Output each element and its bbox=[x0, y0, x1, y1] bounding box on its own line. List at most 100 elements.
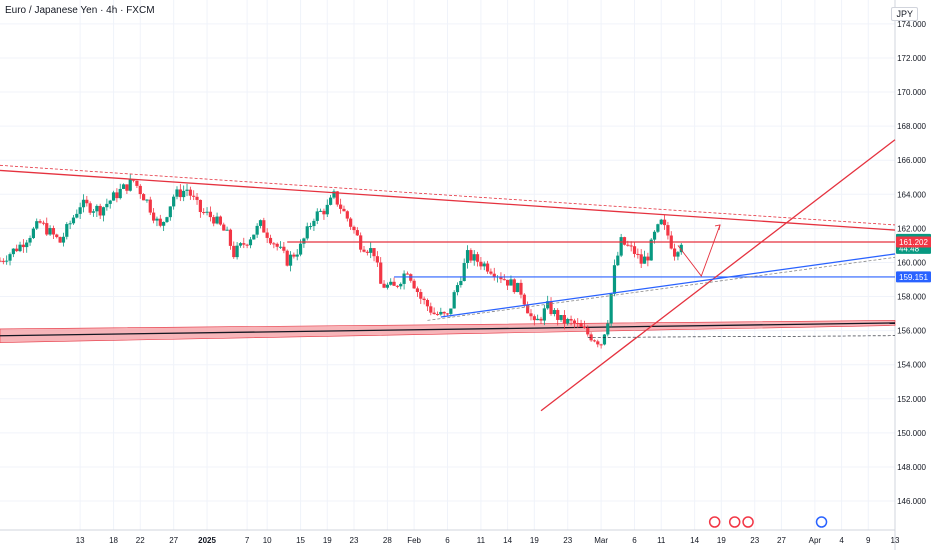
candle-body bbox=[522, 294, 526, 305]
candle-body bbox=[202, 212, 206, 214]
candle-body bbox=[362, 249, 366, 252]
candle-body bbox=[442, 311, 446, 314]
candle-body bbox=[252, 234, 256, 240]
candle-body bbox=[75, 213, 79, 218]
candle-body bbox=[619, 237, 623, 256]
candle-body bbox=[182, 190, 186, 198]
price-badge-label: 159.151 bbox=[899, 273, 928, 282]
candle-body bbox=[459, 280, 463, 286]
candle-body bbox=[566, 318, 570, 324]
y-tick-label: 154.000 bbox=[897, 361, 926, 370]
candle-body bbox=[5, 260, 9, 262]
candle-body bbox=[462, 263, 466, 281]
candle-body bbox=[165, 217, 169, 222]
descending-resistance-dashed bbox=[0, 164, 896, 226]
y-tick-label: 160.000 bbox=[897, 258, 926, 267]
candle-body bbox=[599, 344, 603, 346]
ascending-steep bbox=[540, 139, 896, 412]
candle-body bbox=[195, 196, 199, 200]
candle-body bbox=[121, 184, 126, 189]
candle-body bbox=[475, 254, 480, 262]
x-tick-label: 6 bbox=[445, 536, 450, 545]
candle-body bbox=[11, 248, 15, 255]
candle-body bbox=[275, 243, 279, 247]
candle-body bbox=[218, 216, 223, 225]
candle-body bbox=[342, 208, 346, 212]
x-tick-label: 14 bbox=[503, 536, 512, 545]
candle-body bbox=[65, 224, 69, 237]
candle-body bbox=[302, 238, 306, 244]
candle-body bbox=[55, 234, 59, 238]
y-tick-label: 174.000 bbox=[897, 20, 926, 29]
y-tick-label: 164.000 bbox=[897, 190, 926, 199]
candle-body bbox=[379, 262, 383, 284]
candle-body bbox=[415, 288, 420, 293]
candle-body bbox=[652, 231, 657, 240]
x-tick-label: 27 bbox=[777, 536, 786, 545]
candle-body bbox=[28, 238, 32, 243]
event-marker-icon bbox=[708, 516, 721, 528]
candle-body bbox=[472, 254, 476, 261]
candle-body bbox=[499, 276, 503, 280]
candle-body bbox=[539, 318, 543, 321]
candle-body bbox=[602, 334, 607, 345]
candle-body bbox=[516, 282, 520, 293]
candle-body bbox=[419, 292, 423, 299]
candle-body bbox=[308, 226, 313, 228]
x-tick-label: 7 bbox=[245, 536, 250, 545]
support-zone-dashed bbox=[587, 335, 896, 338]
y-tick-label: 146.000 bbox=[897, 497, 926, 506]
candle-body bbox=[639, 254, 643, 264]
x-tick-label: 23 bbox=[563, 536, 572, 545]
candle-body bbox=[235, 245, 239, 258]
candle-body bbox=[432, 312, 436, 315]
x-tick-label: 2025 bbox=[198, 536, 216, 545]
candle-body bbox=[15, 248, 19, 252]
x-tick-label: 13 bbox=[76, 536, 85, 545]
y-tick-label: 166.000 bbox=[897, 156, 926, 165]
candle-body bbox=[349, 218, 353, 227]
candle-body bbox=[425, 300, 430, 307]
y-tick-label: 148.000 bbox=[897, 463, 926, 472]
candle-body bbox=[649, 239, 653, 261]
candle-body bbox=[485, 263, 490, 272]
candle-body bbox=[395, 285, 400, 287]
ascending-blue bbox=[440, 253, 896, 318]
candle-body bbox=[382, 283, 386, 288]
candle-body bbox=[596, 341, 600, 345]
candle-body bbox=[352, 226, 356, 231]
candle-body bbox=[506, 279, 510, 286]
candle-body bbox=[556, 310, 560, 320]
x-tick-label: 22 bbox=[136, 536, 145, 545]
currency-button[interactable]: JPY bbox=[891, 7, 918, 21]
candle-body bbox=[145, 199, 149, 201]
x-tick-label: 13 bbox=[891, 536, 900, 545]
candle-body bbox=[536, 318, 540, 321]
candle-body bbox=[385, 284, 389, 288]
candle-body bbox=[38, 221, 42, 223]
x-tick-label: 11 bbox=[657, 536, 666, 545]
candle-body bbox=[91, 211, 96, 213]
candle-body bbox=[666, 225, 670, 236]
y-tick-label: 172.000 bbox=[897, 54, 926, 63]
candle-body bbox=[198, 199, 202, 213]
candle-body bbox=[175, 189, 179, 197]
x-tick-label: 6 bbox=[632, 536, 637, 545]
candle-body bbox=[58, 237, 62, 243]
candle-body bbox=[405, 273, 410, 275]
candle-body bbox=[142, 194, 146, 201]
x-tick-label: Mar bbox=[594, 536, 608, 545]
candle-body bbox=[51, 228, 56, 235]
candle-body bbox=[345, 211, 349, 219]
candle-body bbox=[85, 199, 89, 204]
candle-body bbox=[592, 340, 597, 342]
candle-body bbox=[589, 334, 593, 341]
x-tick-label: 4 bbox=[839, 536, 844, 545]
candle-body bbox=[242, 243, 246, 245]
candle-body bbox=[502, 279, 506, 281]
candle-body bbox=[315, 211, 319, 221]
candle-body bbox=[255, 225, 259, 235]
candle-body bbox=[606, 323, 610, 335]
candle-body bbox=[1, 260, 5, 262]
